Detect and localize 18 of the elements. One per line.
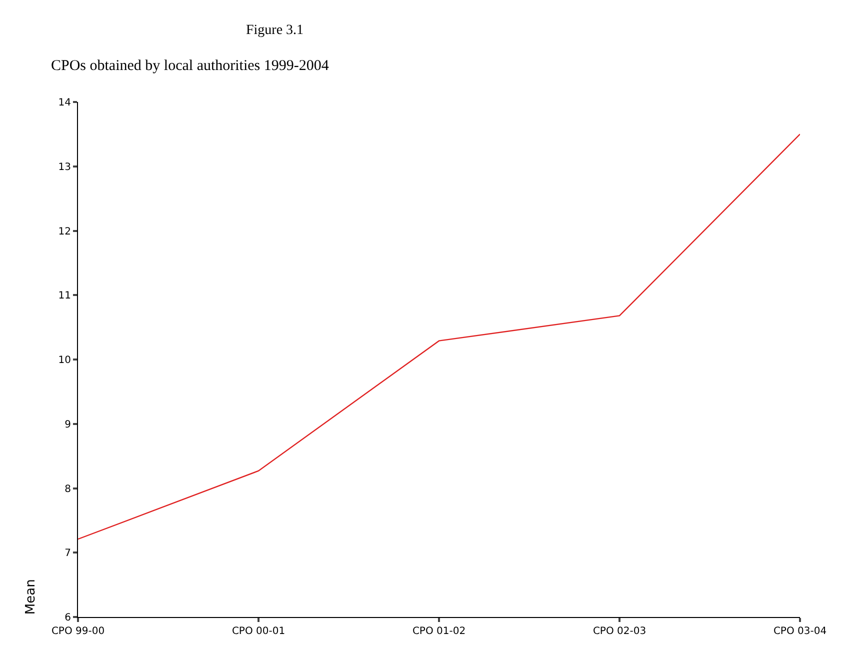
y-tick-label: 12 [58, 226, 71, 238]
y-tick-label: 13 [58, 162, 71, 173]
x-tick-label: CPO 02-03 [592, 626, 646, 637]
line-series [78, 134, 800, 540]
x-tick-label: CPO 00-01 [232, 626, 286, 637]
y-tick-label: 7 [64, 548, 71, 560]
y-tick-label: 8 [64, 484, 71, 495]
x-tick-label: CPO 99-00 [51, 626, 105, 637]
chart-subtitle: CPOs obtained by local authorities 1999-2004 [51, 58, 330, 74]
y-axis-title: Mean [24, 579, 39, 615]
y-tick-label: 11 [58, 290, 71, 302]
y-tick-label: 10 [58, 355, 71, 366]
x-tick-label: CPO 01-02 [412, 626, 466, 637]
x-tick-label: CPO 03-04 [773, 626, 827, 637]
chart-title: Figure 3.1 [246, 23, 304, 38]
y-tick-label: 6 [64, 612, 71, 624]
y-tick-label: 9 [64, 419, 71, 430]
y-tick-label: 14 [58, 98, 71, 108]
